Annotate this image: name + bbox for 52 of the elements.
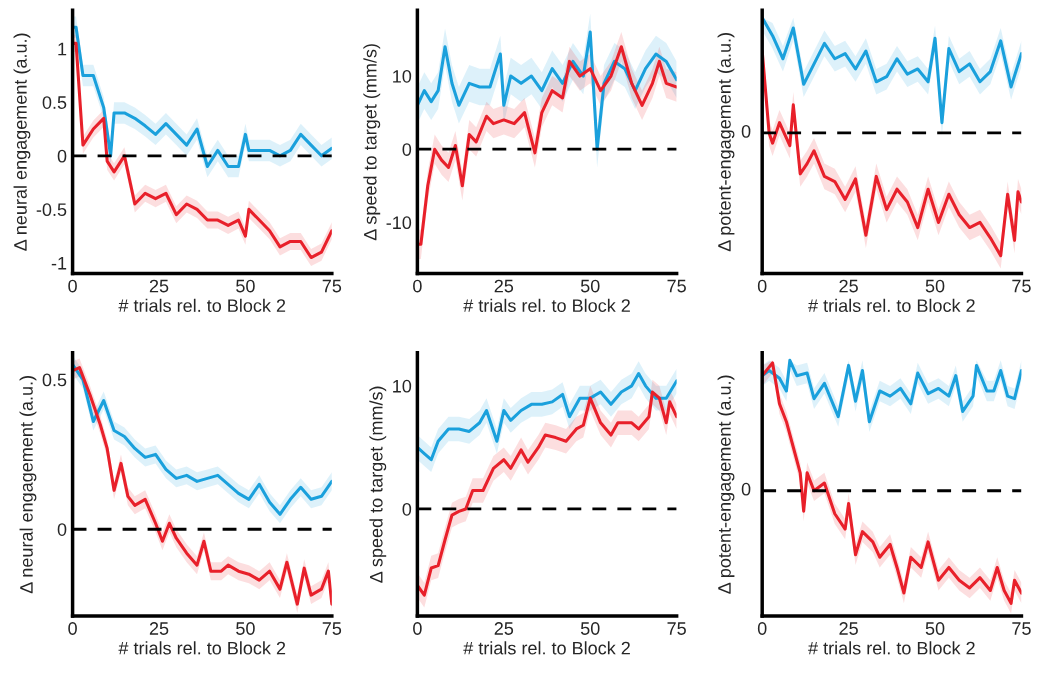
x-tick-label: 75 [667,622,686,635]
y-tick-label: 0 [402,143,412,156]
x-tick-label: 75 [1012,279,1031,293]
x-axis-title: # trials rel. to Block 2 [463,298,630,313]
x-tick-label: 50 [925,622,945,635]
y-tick-label: -0.5 [36,203,67,217]
x-tick-label: 75 [322,622,342,635]
x-tick-label: 50 [925,279,945,293]
line-series [417,30,677,151]
y-axis-title: Δ neural engagement (a.u.) [13,33,31,251]
x-tick-label: 75 [1012,622,1031,635]
y-tick-label: 0 [402,502,412,516]
y-tick-label: -10 [386,216,412,230]
y-tick-label: 0 [57,523,67,536]
y-tick-label: 10 [393,379,412,393]
x-tick-label: 0 [757,279,767,293]
x-axis-title: # trials rel. to Block 2 [463,641,630,655]
y-tick-label: 0.5 [42,373,67,387]
y-axis-title: Δ potent-engagement (a.u.) [717,375,735,594]
x-tick-label: 50 [236,279,255,293]
x-tick-label: 25 [149,622,169,635]
annotation: 0 [741,482,751,496]
x-tick-label: 25 [494,279,514,293]
y-axis-title: Δ speed to target (mm/s) [363,44,381,241]
x-axis-title: # trials rel. to Block 2 [808,298,975,313]
annotation: 0 [741,124,751,138]
x-tick-label: 25 [494,622,514,635]
x-tick-label: 25 [149,279,169,293]
x-tick-label: 50 [580,279,600,293]
x-axis-title: # trials rel. to Block 2 [808,641,975,655]
x-tick-label: 75 [667,279,686,293]
x-tick-label: 75 [322,279,342,293]
x-tick-label: 50 [236,622,255,635]
y-tick-label: 0.5 [42,96,67,109]
x-tick-label: 0 [757,622,767,635]
y-axis-title: Δ neural engagement (a.u.) [19,376,37,594]
y-tick-label: 0 [57,149,67,163]
x-tick-label: 25 [839,622,858,635]
x-tick-label: 25 [839,279,858,293]
x-tick-label: 50 [580,622,600,635]
x-axis-title: # trials rel. to Block 2 [118,641,286,655]
line-series [417,372,677,462]
y-axis-title: Δ potent-engagement (a.u.) [717,33,735,252]
x-tick-label: 0 [413,622,422,635]
y-tick-label: 1 [58,42,67,56]
x-tick-label: 0 [68,622,77,635]
x-tick-label: 0 [413,279,422,293]
y-tick-label: 10 [393,69,412,83]
x-tick-label: 0 [68,279,77,293]
x-axis-title: # trials rel. to Block 2 [118,298,286,313]
y-axis-title: Δ speed to target (mm/s) [369,386,387,583]
y-tick-label: -1 [51,257,67,270]
